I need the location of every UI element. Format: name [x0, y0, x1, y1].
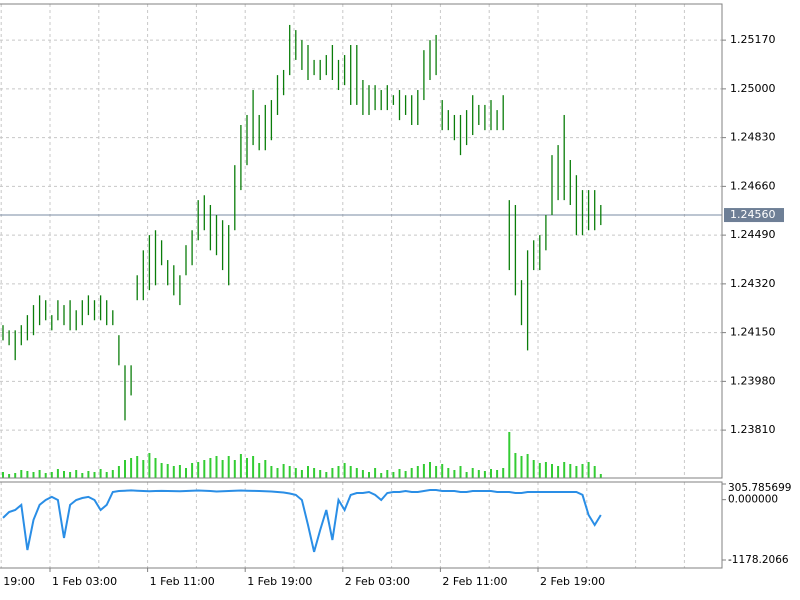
x-tick-label: 19:00	[3, 575, 35, 588]
y-tick-label: 1.25000	[730, 82, 776, 95]
x-tick-label: 2 Feb 11:00	[442, 575, 507, 588]
labels: 1.25170 1.25000 1.24830 1.24660 1.24490 1.243…	[3, 33, 791, 588]
indicator-line	[2, 489, 602, 553]
y-tick-label: 1.24660	[730, 179, 776, 192]
x-tick-label: 2 Feb 19:00	[540, 575, 605, 588]
main-panel-frame	[0, 3, 723, 479]
x-tick-label: 1 Feb 03:00	[52, 575, 117, 588]
y2-tick-label: 0.000000	[728, 494, 778, 506]
y2-tick-label: -1178.2066	[728, 554, 789, 566]
y2-tick-label: 305.785699	[728, 482, 791, 494]
y-tick-label: 1.23810	[730, 423, 776, 436]
y-tick-label: 1.24320	[730, 277, 776, 290]
marks	[0, 24, 722, 553]
last-price-box	[724, 208, 784, 223]
x-tick-label: 2 Feb 03:00	[345, 575, 410, 588]
x-tick-label: 1 Feb 19:00	[247, 575, 312, 588]
indicator-panel-frame	[0, 481, 723, 569]
grid	[0, 4, 722, 568]
x-tick-label: 1 Feb 11:00	[150, 575, 215, 588]
y-tick-label: 1.25170	[730, 33, 776, 46]
y-tick-label: 1.23980	[730, 374, 776, 387]
y-tick-label: 1.24490	[730, 228, 776, 241]
y-tick-label: 1.24150	[730, 326, 776, 339]
y-tick-label: 1.24830	[730, 131, 776, 144]
last-price-label: 1.24560	[730, 208, 776, 221]
